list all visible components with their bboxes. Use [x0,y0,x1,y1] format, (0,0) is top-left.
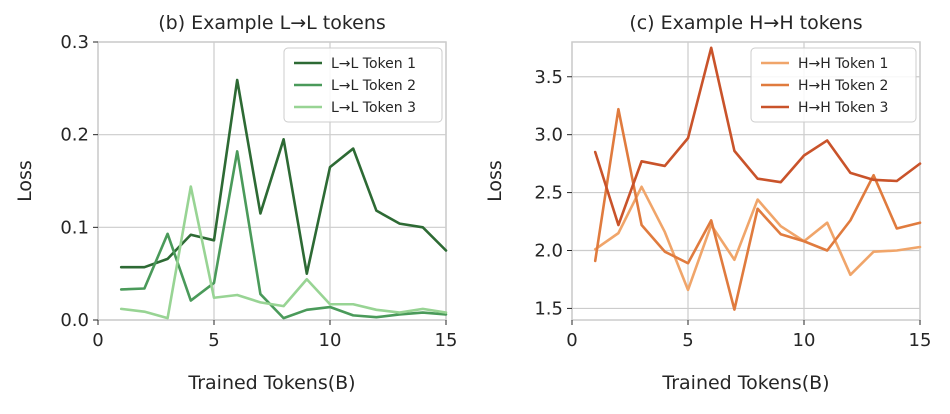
x-axis-label: Trained Tokens(B) [187,372,355,394]
y-tick-label: 0.3 [60,32,89,53]
series-line-2 [593,107,922,311]
legend-box [283,47,443,123]
x-axis-label: Trained Tokens(B) [661,372,829,394]
y-axis-label: Loss [484,160,506,202]
series-line-1 [119,78,448,275]
y-axis-label: Loss [14,160,36,202]
x-tick-label: 5 [682,330,693,351]
y-tick-label: 0.2 [60,125,89,146]
chart-panel-c: (c) Example H→H tokens Trained Tokens(B)… [484,12,931,394]
series-line-2 [119,150,448,320]
legend-label: L→L Token 3 [331,100,416,116]
series-line-1 [593,185,922,292]
y-tick-label: 3.5 [534,67,563,88]
y-tick-label: 0.1 [60,217,89,238]
series-lines [593,46,922,311]
series-line-3 [119,185,448,320]
plot-frame [571,41,921,321]
x-tick-label: 15 [909,330,932,351]
y-tick-label: 3.0 [534,125,563,146]
x-tick-label: 0 [92,330,103,351]
chart-title: (b) Example L→L tokens [158,12,386,34]
legend-box [750,47,917,123]
series-lines [119,78,448,320]
y-tick-label: 1.5 [534,298,563,319]
x-tick-label: 5 [208,330,219,351]
legend-label: H→H Token 1 [798,56,888,72]
x-tick-label: 10 [793,330,816,351]
legend-label: H→H Token 3 [798,100,888,116]
y-tick-label: 2.0 [534,241,563,262]
legend-label: H→H Token 2 [798,78,888,94]
chart-title: (c) Example H→H tokens [629,12,862,34]
y-tick-label: 0.0 [60,310,89,331]
x-tick-label: 15 [435,330,458,351]
series-line-3 [593,46,922,227]
x-tick-label: 10 [319,330,342,351]
plot-frame [97,41,447,321]
x-tick-label: 0 [566,330,577,351]
chart-panel-b: (b) Example L→L tokens Trained Tokens(B)… [14,12,457,394]
legend-label: L→L Token 2 [331,78,416,94]
y-tick-label: 2.5 [534,183,563,204]
legend: L→L Token 1 L→L Token 2 L→L Token 3 [283,47,443,123]
legend-label: L→L Token 1 [331,56,416,72]
legend: H→H Token 1 H→H Token 2 H→H Token 3 [750,47,917,123]
